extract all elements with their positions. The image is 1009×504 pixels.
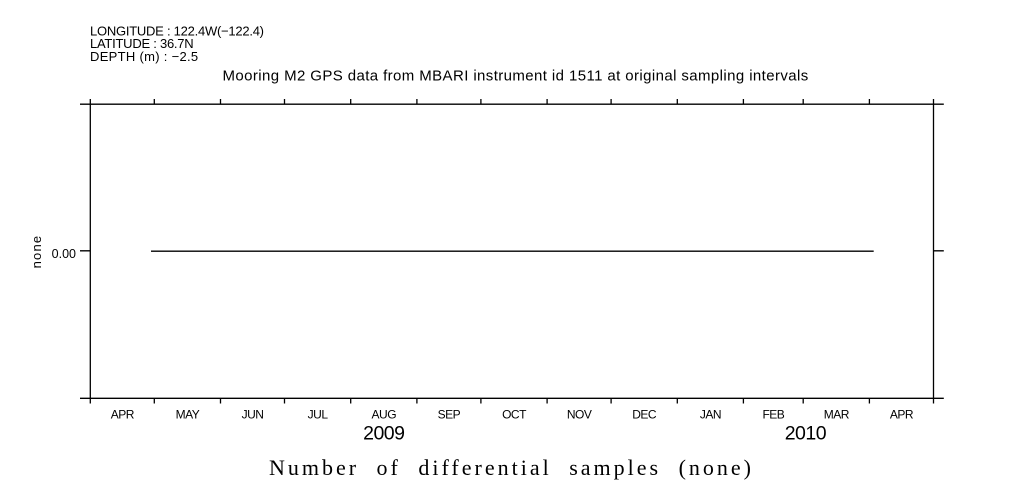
- svg-text:LONGITUDE : 122.4W(−122.4): LONGITUDE : 122.4W(−122.4): [90, 23, 264, 38]
- svg-text:APR: APR: [111, 408, 135, 422]
- svg-text:MAR: MAR: [824, 408, 850, 422]
- svg-text:MAY: MAY: [176, 408, 200, 422]
- svg-text:OCT: OCT: [502, 408, 527, 422]
- svg-text:APR: APR: [890, 408, 914, 422]
- svg-text:2010: 2010: [785, 422, 827, 444]
- svg-text:LATITUDE : 36.7N: LATITUDE : 36.7N: [90, 36, 193, 51]
- svg-text:DEPTH (m) : −2.5: DEPTH (m) : −2.5: [90, 49, 198, 64]
- svg-text:DEC: DEC: [632, 408, 657, 422]
- svg-text:JUL: JUL: [308, 408, 329, 422]
- svg-text:FEB: FEB: [762, 408, 784, 422]
- svg-text:JAN: JAN: [700, 408, 721, 422]
- svg-text:SEP: SEP: [438, 408, 461, 422]
- svg-text:AUG: AUG: [372, 408, 397, 422]
- svg-text:JUN: JUN: [242, 408, 264, 422]
- svg-text:NOV: NOV: [567, 408, 592, 422]
- svg-text:2009: 2009: [363, 422, 404, 444]
- svg-text:Number of differential samples: Number of differential samples (none): [269, 455, 754, 480]
- svg-text:Mooring M2 GPS data from MBARI: Mooring M2 GPS data from MBARI instrumen…: [223, 68, 809, 85]
- svg-text:0.00: 0.00: [52, 247, 76, 261]
- svg-text:none: none: [29, 235, 44, 269]
